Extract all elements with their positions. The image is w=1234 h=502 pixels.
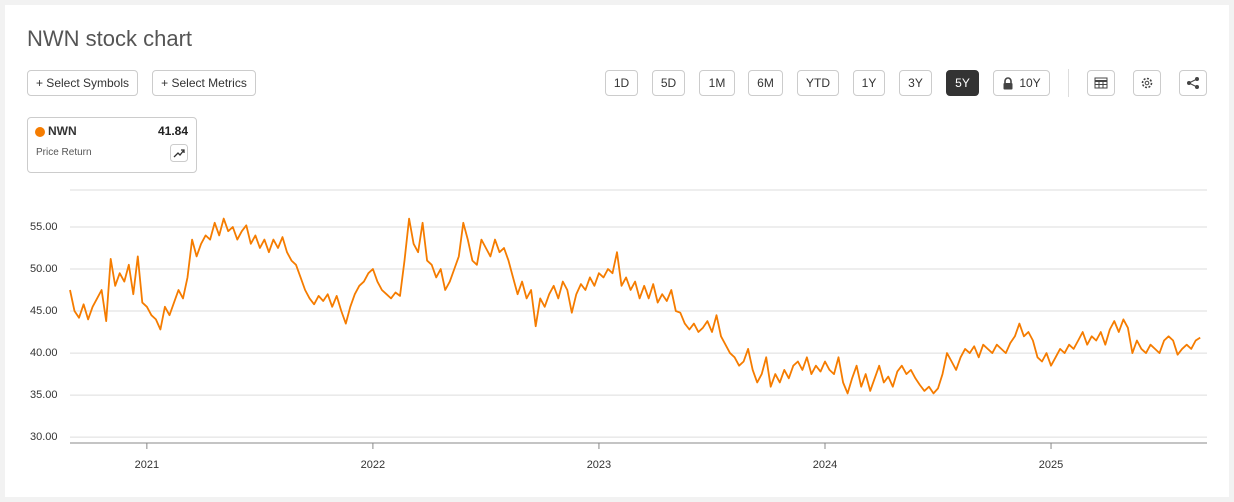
x-tick-label: 2022 — [361, 459, 385, 471]
button-label: 6M — [757, 76, 774, 90]
button-label: + Select Metrics — [161, 76, 247, 90]
y-tick-label: 30.00 — [30, 431, 58, 443]
button[interactable]: + Select Symbols — [27, 70, 138, 96]
x-tick-label: 2023 — [587, 459, 611, 471]
x-tick-label: 2024 — [813, 459, 837, 471]
chart-title: NWN stock chart — [27, 26, 193, 51]
button[interactable]: 1Y — [853, 70, 885, 96]
y-tick-label: 55.00 — [30, 221, 58, 233]
legend-value: 41.84 — [157, 124, 188, 138]
legend-subtitle: Price Return — [36, 147, 92, 158]
legend-name: NWN — [48, 124, 77, 138]
settings-button[interactable] — [1133, 70, 1161, 96]
button-label: 10Y — [1019, 76, 1041, 90]
button-label: 1Y — [861, 76, 877, 90]
button[interactable]: 1D — [605, 70, 638, 96]
button-label: 5D — [660, 76, 677, 90]
legend-dot — [35, 127, 45, 137]
button[interactable]: + Select Metrics — [152, 70, 256, 96]
button[interactable]: 6M — [748, 70, 783, 96]
button-label: 5Y — [955, 76, 970, 90]
price-line — [69, 217, 1201, 395]
separator — [1068, 69, 1069, 97]
legend-card: NWN 41.84 Price Return — [27, 117, 197, 173]
trend-icon[interactable] — [170, 144, 188, 162]
x-tick-label: 2025 — [1039, 459, 1063, 471]
button-label: YTD — [806, 76, 830, 90]
button[interactable]: 1M — [699, 70, 735, 96]
button[interactable]: YTD — [797, 70, 839, 96]
button-label: + Select Symbols — [35, 76, 130, 90]
y-tick-label: 35.00 — [30, 389, 58, 401]
button-label: 1D — [613, 76, 630, 90]
button-label: 1M — [708, 76, 726, 90]
share-button[interactable] — [1179, 70, 1207, 96]
button[interactable]: 10Y — [993, 70, 1050, 96]
y-tick-label: 50.00 — [30, 263, 58, 275]
button[interactable]: 5D — [652, 70, 685, 96]
button-label: 3Y — [908, 76, 923, 90]
lock-icon — [1003, 76, 1013, 89]
x-tick-label: 2021 — [135, 459, 159, 471]
table-button[interactable] — [1087, 70, 1115, 96]
y-tick-label: 45.00 — [30, 305, 58, 317]
button[interactable]: 3Y — [899, 70, 932, 96]
button[interactable]: 5Y — [946, 70, 979, 96]
y-tick-label: 40.00 — [30, 347, 58, 359]
